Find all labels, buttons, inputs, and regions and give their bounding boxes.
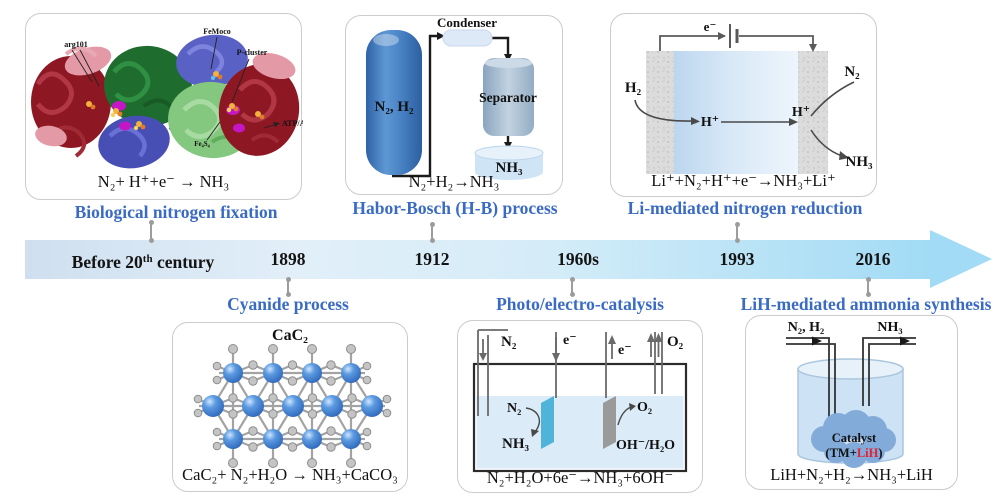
carbon-atoms xyxy=(193,344,392,468)
electron-label: e⁻ xyxy=(704,19,717,34)
n2-inlet-label: N₂ xyxy=(501,334,517,350)
cyanide-equation: CaC₂+ N₂+H₂O → NH₃+CaCO₃ xyxy=(182,465,398,484)
nh3-collector-label: NH₃ xyxy=(496,160,524,176)
timeline-date-2016: 2016 xyxy=(855,249,891,269)
timeline-date-1993: 1993 xyxy=(719,249,755,269)
cac2-label: CaC₂ xyxy=(272,327,308,344)
catalyst-post: ) xyxy=(878,446,882,460)
hplus-right-label: H⁺ xyxy=(792,105,810,120)
panel-photo-electro: N₂ e⁻ e⁻ O₂ N₂ NH₃ O₂ OH⁻/H₂O N₂+H₂O+6e⁻… xyxy=(457,320,703,493)
cac2-crystal-illustration xyxy=(193,344,392,468)
nitrogenase-illustration: arg101 FeMoco P-cluster ATP/ADP Fe₄S₄ xyxy=(31,27,303,169)
era-post: century xyxy=(152,252,215,272)
title-li-mediated: Li-mediated nitrogen reduction xyxy=(627,198,863,218)
e-out-label: e⁻ xyxy=(618,343,632,358)
separator: Separator xyxy=(479,58,537,136)
timeline-era-label: Before 20th century xyxy=(72,250,215,271)
title-biological-fixation: Biological nitrogen fixation xyxy=(74,202,278,222)
anode-plate xyxy=(603,396,616,449)
pipes xyxy=(392,32,512,178)
connector-stem-1912 xyxy=(429,221,435,243)
gas-cylinder: N₂, H₂ xyxy=(366,30,422,175)
bio-equation: N₂+ H⁺+e⁻ → NH₃ xyxy=(97,172,230,191)
condenser-label: Condenser xyxy=(437,16,497,30)
electrode-left xyxy=(646,51,674,174)
hplus-left-label: H⁺ xyxy=(701,115,719,130)
cell-container xyxy=(472,362,688,473)
catalyst-lih-red: LiH xyxy=(857,446,879,460)
title-haber-bosch: Habor-Bosch (H-B) process xyxy=(352,198,558,218)
connector-stem-bio xyxy=(148,219,154,243)
gas-tubes-and-wires xyxy=(477,329,663,416)
panel-biological-fixation: arg101 FeMoco P-cluster ATP/ADP Fe₄S₄ N₂… xyxy=(25,13,303,200)
electrolysis-cell-illustration: N₂ e⁻ e⁻ O₂ N₂ NH₃ O₂ OH⁻/H₂O xyxy=(472,329,688,473)
tube-arrowheads xyxy=(812,336,910,346)
o2-outlet-label: O₂ xyxy=(667,334,684,350)
connector-stem-1960s xyxy=(569,276,575,297)
connector-stem-1993 xyxy=(734,221,740,243)
catalyst-label-line2: (TM+LiH) xyxy=(825,446,882,460)
condenser xyxy=(442,29,493,47)
title-lih-mediated: LiH-mediated ammonia synthesis xyxy=(740,294,992,314)
panel-li-mediated: e⁻ H₂ H⁺ H⁺ N₂ NH₃ Li⁺+N₂+H⁺+e⁻→NH₃+Li⁺ xyxy=(610,13,877,197)
lih-equation: LiH+N₂+H₂→NH₃+LiH xyxy=(770,465,933,484)
catalyst-pre: (TM+ xyxy=(825,446,856,460)
e-in-label: e⁻ xyxy=(563,333,577,348)
protein-labels: arg101 FeMoco P-cluster ATP/ADP Fe₄S₄ xyxy=(64,27,303,148)
lih-reactor-illustration: N₂, H₂ NH₃ Catalyst (TM+LiH) xyxy=(786,320,916,468)
panel-cyanide: CaC₂ xyxy=(172,322,408,492)
n2-to-nh3-curve xyxy=(525,407,540,433)
panel-lih-mediated: N₂, H₂ NH₃ Catalyst (TM+LiH) LiH+N₂+H₂→N… xyxy=(745,315,958,490)
n2-inner-label: N₂ xyxy=(507,401,521,416)
photocathode-plate xyxy=(541,396,554,449)
panel-haber-bosch: N₂, H₂ Condenser Separator NH₃ N₂+H₂→NH₃ xyxy=(345,15,563,195)
circuit-wire xyxy=(659,24,817,52)
haber-bosch-illustration: N₂, H₂ Condenser Separator NH₃ xyxy=(366,16,544,180)
connector-stem-1898 xyxy=(285,276,291,297)
hb-equation: N₂+H₂→NH₃ xyxy=(408,172,500,191)
nh3-out-curve xyxy=(810,129,843,157)
cell-liquid xyxy=(476,396,684,469)
h2-label: H₂ xyxy=(625,80,642,96)
limed-equation: Li⁺+N₂+H⁺+e⁻→NH₃+Li⁺ xyxy=(651,171,836,190)
femoco-label: FeMoco xyxy=(203,27,231,36)
oh-h2o-label: OH⁻/H₂O xyxy=(616,438,675,453)
connector-stem-2016 xyxy=(865,276,871,297)
feed-label: N₂, H₂ xyxy=(788,320,824,335)
nh3-label: NH₃ xyxy=(846,154,874,170)
n2-label: N₂ xyxy=(844,64,860,80)
h2-to-hplus-arrow xyxy=(634,99,694,122)
calcium-atoms xyxy=(202,363,383,449)
catalyst-label-line1: Catalyst xyxy=(832,431,877,445)
title-photo-electro: Photo/electro-catalysis xyxy=(496,294,664,314)
arg101-label: arg101 xyxy=(64,40,88,49)
nitrogenase-structure xyxy=(31,34,300,169)
n2-feed-curve xyxy=(810,81,855,117)
atp-adp-label: ATP/ADP xyxy=(282,119,303,128)
timeline-date-1960s: 1960s xyxy=(557,249,599,269)
photo-equation: N₂+H₂O+6e⁻→NH₃+6OH⁻ xyxy=(486,468,674,487)
ammonia-collector: NH₃ xyxy=(474,145,544,180)
era-pre: Before 20 xyxy=(71,252,143,272)
product-label: NH₃ xyxy=(877,320,902,335)
metal-clusters xyxy=(86,71,265,131)
p-cluster-label: P-cluster xyxy=(237,48,268,57)
flow-arrowheads xyxy=(479,333,663,362)
timeline-arrowhead-icon xyxy=(930,230,992,288)
electrolyte xyxy=(674,51,798,174)
nh3-inner-label: NH₃ xyxy=(502,436,530,452)
li-cell-illustration: e⁻ H₂ H⁺ H⁺ N₂ NH₃ xyxy=(625,19,874,174)
era-superscript: th xyxy=(142,253,153,265)
timeline-date-1898: 1898 xyxy=(270,249,306,269)
o2-inner-label: O₂ xyxy=(637,400,652,415)
timeline-band xyxy=(25,240,931,279)
cylinder-label: N₂, H₂ xyxy=(375,99,414,115)
catalyst-cloud xyxy=(811,410,896,468)
separator-label: Separator xyxy=(479,90,537,105)
title-cyanide: Cyanide process xyxy=(227,294,349,314)
fe4s4-label: Fe₄S₄ xyxy=(194,140,210,148)
timeline-date-1912: 1912 xyxy=(414,249,450,269)
